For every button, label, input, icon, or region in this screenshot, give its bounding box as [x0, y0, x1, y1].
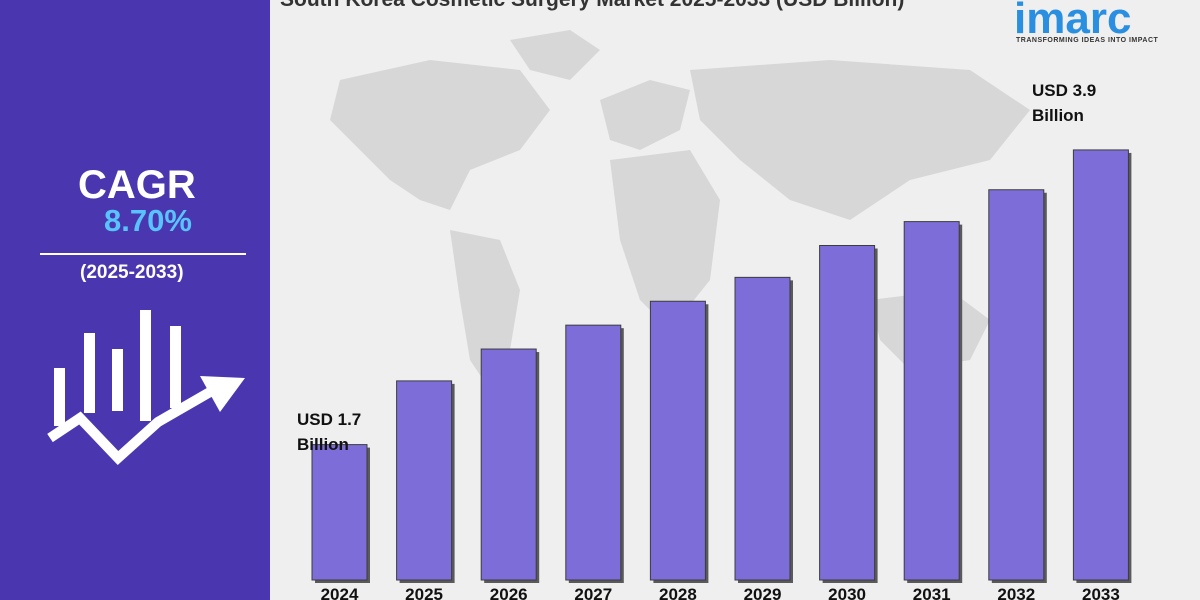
growth-chart-icon [47, 310, 245, 465]
bar-2033 [1072, 149, 1129, 581]
x-tick-label: 2026 [490, 585, 528, 600]
chart-area: 2024 2025 2026 2027 2028 2029 2030 2031 2032 2033 [270, 0, 1200, 600]
bar-2025 [396, 380, 453, 581]
chart-title: South Korea Cosmetic Surgery Market 2025… [280, 0, 980, 14]
bar-2026 [480, 348, 537, 581]
x-tick-label: 2025 [405, 585, 443, 600]
start-value-annotation: USD 1.7 Billion [297, 407, 361, 457]
bar-2032 [988, 189, 1045, 581]
end-value-line2: Billion [1032, 106, 1084, 125]
bar-2024 [311, 444, 368, 581]
cagr-period: (2025-2033) [80, 262, 184, 283]
x-tick-label: 2027 [574, 585, 612, 600]
end-value-line1: USD 3.9 [1032, 81, 1097, 100]
cagr-value: 8.70% [104, 203, 192, 238]
brand-logo: imarc [1014, 0, 1132, 43]
brand-tagline: TRANSFORMING IDEAS INTO IMPACT [1016, 37, 1159, 44]
x-tick-label: 2031 [913, 585, 951, 600]
x-tick-label: 2033 [1082, 585, 1120, 600]
x-tick-label: 2024 [321, 585, 359, 600]
start-value-line1: USD 1.7 [297, 410, 362, 429]
bar-2029 [734, 276, 791, 581]
bar-2027 [565, 324, 622, 581]
x-tick-label: 2028 [659, 585, 697, 600]
divider [40, 253, 246, 255]
start-value-line2: Billion [297, 435, 349, 454]
cagr-label: CAGR [78, 163, 196, 207]
cagr-panel [0, 0, 270, 600]
x-tick-label: 2032 [997, 585, 1035, 600]
x-tick-label: 2029 [744, 585, 782, 600]
bar-2028 [649, 300, 706, 581]
end-value-annotation: USD 3.9 Billion [1032, 78, 1096, 128]
bar-chart: 2024 2025 2026 2027 2028 2029 2030 2031 2032 2033 [311, 149, 1132, 600]
bar-2031 [903, 221, 960, 581]
bar-2030 [819, 245, 876, 581]
x-tick-label: 2030 [828, 585, 866, 600]
